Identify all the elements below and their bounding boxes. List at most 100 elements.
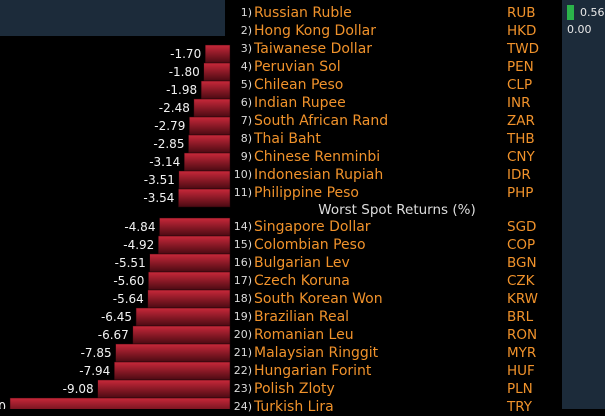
right-value-panel	[562, 0, 605, 409]
top-bar-inr	[193, 98, 231, 118]
bottom-label-huf: -7.94	[79, 364, 110, 378]
list-item: 7) South African Rand ZAR	[232, 112, 602, 130]
bottom-label-czk: -5.60	[113, 274, 144, 288]
bottom-label-myr: -7.85	[81, 346, 112, 360]
rank-number: 17)	[233, 274, 252, 287]
top-label-zar: -2.79	[154, 119, 185, 133]
rank-number: 1)	[240, 6, 252, 19]
list-item: 24) Turkish Lira TRY	[232, 398, 602, 416]
rank-number: 23)	[233, 382, 252, 395]
currency-code: BRL	[507, 309, 534, 325]
list-item: 22) Hungarian Forint HUF	[232, 362, 602, 380]
top-label-thb: -2.85	[153, 137, 184, 151]
currency-name: Hungarian Forint	[254, 363, 372, 379]
top-label-pen: -1.80	[169, 65, 200, 79]
rank-number: 7)	[240, 114, 252, 127]
top-bar-pen	[203, 62, 231, 82]
currency-name: Hong Kong Dollar	[254, 23, 377, 39]
bottom-label-cop: -4.92	[123, 238, 154, 252]
currency-name: Russian Ruble	[254, 5, 352, 21]
currency-code: THB	[507, 131, 535, 147]
list-item: 18) South Korean Won KRW	[232, 290, 602, 308]
currency-code: CLP	[507, 77, 533, 93]
top-bar-clp	[200, 80, 231, 100]
right-value-2: 0.00	[567, 23, 592, 36]
bottom-label-bgn: -5.51	[115, 256, 146, 270]
currency-name: Taiwanese Dollar	[254, 41, 373, 57]
currency-name: Czech Koruna	[254, 273, 350, 289]
rank-number: 19)	[233, 310, 252, 323]
rank-number: 2)	[240, 24, 252, 37]
currency-code: PEN	[507, 59, 534, 75]
rank-number: 21)	[233, 346, 252, 359]
rank-number: 3)	[240, 42, 252, 55]
currency-code: PLN	[507, 381, 533, 397]
top-label-inr: -2.48	[159, 101, 190, 115]
rank-number: 6)	[240, 96, 252, 109]
list-item: 17) Czech Koruna CZK	[232, 272, 602, 290]
currency-code: RON	[507, 327, 538, 343]
list-item: 4) Peruvian Sol PEN	[232, 58, 602, 76]
list-item: 20) Romanian Leu RON	[232, 326, 602, 344]
top-bar-twd	[204, 44, 231, 64]
rank-number: 10)	[233, 168, 252, 181]
currency-code: ZAR	[507, 113, 535, 129]
currency-name: Turkish Lira	[254, 399, 334, 415]
rank-number: 15)	[233, 238, 252, 251]
list-item: 5) Chilean Peso CLP	[232, 76, 602, 94]
currency-code: TRY	[507, 399, 533, 415]
currency-name: Romanian Leu	[254, 327, 354, 343]
currency-name: Polish Zloty	[254, 381, 335, 397]
rank-number: 4)	[240, 60, 252, 73]
bottom-bar-bgn	[149, 253, 231, 273]
bottom-bar-ron	[132, 325, 231, 345]
list-item: 19) Brazilian Real BRL	[232, 308, 602, 326]
rank-number: 14)	[233, 220, 252, 233]
currency-name: South African Rand	[254, 113, 389, 129]
currency-code: BGN	[507, 255, 537, 271]
list-item: 16) Bulgarian Lev BGN	[232, 254, 602, 272]
currency-name: Thai Baht	[254, 131, 321, 147]
list-item: 3) Taiwanese Dollar TWD	[232, 40, 602, 58]
bottom-label-krw: -5.64	[113, 292, 144, 306]
rank-number: 9)	[240, 150, 252, 163]
bottom-bar-czk	[148, 271, 231, 291]
top-label-clp: -1.98	[166, 83, 197, 97]
bottom-bar-krw	[147, 289, 231, 309]
currency-name: Philippine Peso	[254, 185, 359, 201]
list-item: 21) Malaysian Ringgit MYR	[232, 344, 602, 362]
rank-number: 8)	[240, 132, 252, 145]
bottom-bar-pln	[97, 379, 231, 399]
currency-code: HKD	[507, 23, 537, 39]
positive-return-bar	[567, 5, 574, 20]
currency-code: COP	[507, 237, 536, 253]
currency-name: Chilean Peso	[254, 77, 344, 93]
list-item: 1) Russian Ruble RUB	[232, 4, 602, 22]
right-value-1: 0.56	[580, 6, 605, 19]
rank-number: 22)	[233, 364, 252, 377]
currency-code: RUB	[507, 5, 536, 21]
bottom-bar-sgd	[159, 217, 231, 237]
currency-name: Indian Rupee	[254, 95, 346, 111]
currency-name: Brazilian Real	[254, 309, 350, 325]
currency-name: Chinese Renminbi	[254, 149, 381, 165]
currency-code: CZK	[507, 273, 535, 289]
rank-number: 16)	[233, 256, 252, 269]
list-item: 10) Indonesian Rupiah IDR	[232, 166, 602, 184]
currency-name: Bulgarian Lev	[254, 255, 350, 271]
currency-code: IDR	[507, 167, 531, 183]
list-item: 11) Philippine Peso PHP	[232, 184, 602, 202]
currency-code: SGD	[507, 219, 537, 235]
top-bar-idr	[178, 170, 231, 190]
list-item: 15) Colombian Peso COP	[232, 236, 602, 254]
top-label-cny: -3.14	[149, 155, 180, 169]
currency-name: Colombian Peso	[254, 237, 366, 253]
currency-name: Malaysian Ringgit	[254, 345, 379, 361]
currency-code: INR	[507, 95, 531, 111]
currency-code: KRW	[507, 291, 539, 307]
bottom-bar-myr	[115, 343, 231, 363]
top-label-twd: -1.70	[170, 47, 201, 61]
list-item: 2) Hong Kong Dollar HKD	[232, 22, 602, 40]
currency-code: CNY	[507, 149, 535, 165]
